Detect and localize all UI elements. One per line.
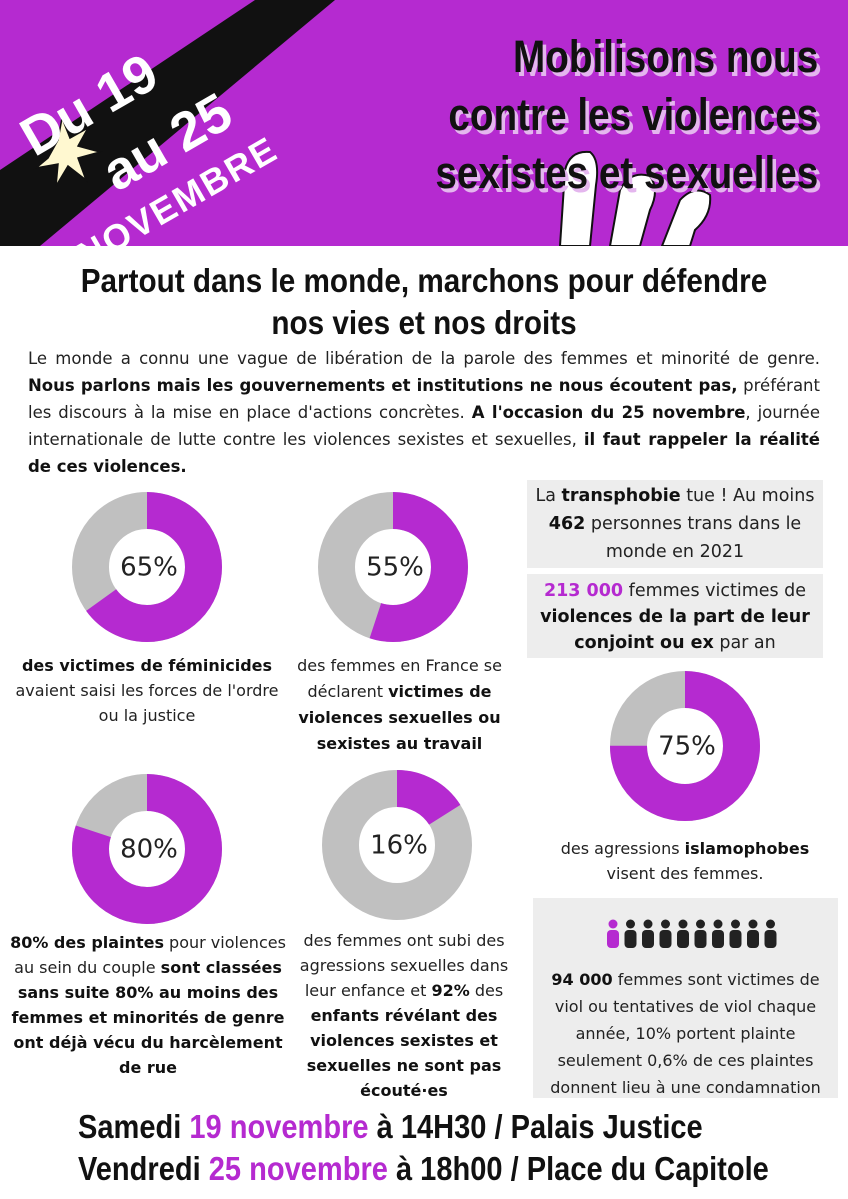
donut-label: 65%	[120, 553, 178, 583]
person-body	[642, 930, 654, 948]
text-run: avaient saisi les forces de l'ordre ou l…	[15, 681, 279, 725]
donut-caption: des femmes ont subi des agressions sexue…	[290, 928, 518, 1103]
text-run: Nous parlons mais les gouvernements et i…	[28, 376, 738, 395]
person-head	[661, 919, 670, 929]
donut-arc	[610, 671, 760, 821]
donut-arc	[318, 492, 468, 642]
people-icons	[607, 919, 777, 948]
text-run: des victimes de féminicides	[21, 656, 273, 675]
text-run: 25 novembre	[208, 1150, 388, 1187]
text-run: sont classées sans suite 80% au moins de…	[11, 958, 285, 1077]
black-band	[0, 0, 335, 246]
text-run: des	[469, 981, 504, 1000]
text-run: enfants révélant des violences sexistes …	[306, 1006, 502, 1100]
person-head	[713, 919, 723, 929]
person-head	[766, 919, 775, 929]
text-run: La	[535, 486, 562, 506]
text-run: 19 novembre	[189, 1108, 369, 1145]
donut-label: 80%	[120, 835, 178, 865]
donut-caption: des femmes en France se déclarent victim…	[287, 653, 512, 757]
text-run: violences de la part de leur conjoint ou…	[540, 607, 810, 653]
person-head	[731, 919, 740, 929]
text-run: il faut rappeler la réalité de ces viole…	[28, 430, 820, 476]
header-title: Mobilisons nous contre les violences sex…	[435, 28, 818, 202]
donut-arc	[72, 492, 222, 642]
donut-label: 55%	[366, 553, 424, 583]
footer-line: Samedi 19 novembre à 14H30 / Palais Just…	[78, 1108, 703, 1146]
text-run: pour violences au sein du couple	[14, 933, 286, 977]
person-head	[626, 919, 635, 929]
donut-caption: des victimes de féminicides avaient sais…	[12, 653, 282, 728]
star	[33, 115, 103, 187]
title-line: Mobilisons nous	[512, 31, 818, 82]
footer-line: Vendredi 25 novembre à 18h00 / Place du …	[78, 1150, 769, 1188]
text-run: femmes sont victimes de viol ou tentativ…	[550, 970, 821, 1097]
text-run: tue ! Au moins	[680, 486, 815, 506]
person-body	[712, 930, 724, 948]
text-run: 462	[548, 514, 586, 534]
person-body	[677, 930, 689, 948]
text-run: des femmes en France se déclarent	[297, 656, 502, 701]
person-head	[678, 919, 688, 929]
person-head	[696, 919, 705, 929]
donut-arc	[322, 770, 472, 920]
donut-arc	[72, 774, 222, 924]
text-run: femmes victimes de	[623, 581, 807, 601]
text-run: à 18h00 / Place du Capitole	[387, 1150, 769, 1187]
title-line: contre les violences	[448, 89, 818, 140]
text-run: Vendredi	[78, 1150, 209, 1187]
text-run: Le monde a connu une vague de libération…	[28, 349, 820, 368]
subtitle: Partout dans le monde, marchons pour déf…	[42, 260, 805, 344]
partner-box: 213 000 femmes victimes de violences de …	[527, 574, 823, 658]
person-head	[643, 919, 653, 929]
text-run: des agressions	[560, 839, 685, 858]
person-body	[747, 930, 759, 948]
subtitle-line: Partout dans le monde, marchons pour déf…	[80, 262, 768, 299]
text-run: visent des femmes.	[606, 864, 764, 883]
person-head	[748, 919, 758, 929]
header-art	[0, 0, 712, 246]
text-run: à 14H30 / Palais Justice	[368, 1108, 703, 1145]
text-run: victimes de violences sexuelles ou sexis…	[298, 682, 501, 753]
fists	[558, 150, 712, 246]
person-body	[764, 930, 777, 948]
header: Du 19 au 25 NOVEMBRE Mobilisons nous con…	[0, 0, 848, 246]
text-run: islamophobes	[684, 839, 810, 858]
subtitle-line: nos vies et nos droits	[271, 304, 577, 341]
person-body	[729, 930, 742, 948]
rape-text: 94 000 femmes sont victimes de viol ou t…	[533, 966, 838, 1101]
text-run: 213 000	[543, 581, 624, 601]
text-run: 94 000	[551, 970, 613, 989]
text-run: , journée internationale de lutte contre…	[28, 403, 820, 449]
text-run: par an	[713, 633, 776, 653]
text-run: personnes trans dans le monde en 2021	[585, 514, 802, 562]
person-body	[624, 930, 637, 948]
donut-caption: des agressions islamophobes visent des f…	[545, 836, 825, 886]
text-run: 92%	[431, 981, 470, 1000]
text-run: 80% des plaintes	[10, 933, 164, 952]
transphobia-box: La transphobie tue ! Au moins 462 person…	[527, 480, 823, 568]
text-run: A l'occasion du 25 novembre	[471, 403, 746, 422]
intro: Le monde a connu une vague de libération…	[28, 345, 820, 480]
donut-caption: 80% des plaintes pour violences au sein …	[8, 930, 288, 1080]
text-run: préférant les discours à la mise en plac…	[28, 376, 820, 422]
rape-box: 94 000 femmes sont victimes de viol ou t…	[533, 898, 838, 1098]
person-head	[608, 919, 618, 929]
person-body	[607, 930, 619, 948]
person-body	[694, 930, 707, 948]
person-body	[659, 930, 672, 948]
text-run: des femmes ont subi des agressions sexue…	[299, 931, 509, 1000]
text-run: Samedi	[78, 1108, 190, 1145]
title-line: sexistes et sexuelles	[435, 147, 818, 198]
donut-label: 16%	[370, 831, 428, 861]
text-run: transphobie	[561, 486, 681, 506]
donut-label: 75%	[658, 732, 716, 762]
